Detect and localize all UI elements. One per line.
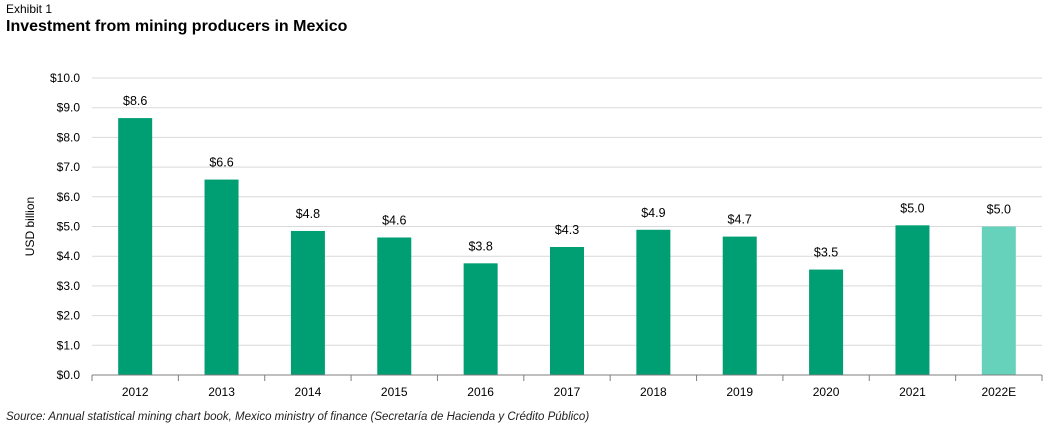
data-labels: $8.6 $6.6 $4.8 $4.6 $3.8 $4.3 $4.9 $4.7 $3.5 $5.0…	[123, 94, 1011, 259]
bar-2013	[204, 179, 239, 375]
y-tick-label: $7.0	[57, 160, 81, 174]
bar-2019	[722, 236, 757, 375]
x-tick-label-2019: 2019	[726, 385, 753, 399]
y-tick-label: $5.0	[57, 220, 81, 234]
data-label-2012: $8.6	[123, 94, 147, 108]
y-tick-label: $8.0	[57, 130, 81, 144]
x-tick-label-2022E: 2022E	[981, 385, 1016, 399]
x-axis-ticks: 2012 2013 2014 2015 2016 2017 2018 2019 2020 2021…	[122, 385, 1016, 399]
y-tick-label: $1.0	[57, 338, 81, 352]
chart-title: Investment from mining producers in Mexi…	[6, 18, 348, 35]
exhibit-label: Exhibit 1	[6, 2, 53, 16]
x-tick-label-2020: 2020	[813, 385, 840, 399]
y-tick-label: $0.0	[57, 368, 81, 382]
x-tick-label-2015: 2015	[381, 385, 408, 399]
bar-2016	[463, 263, 498, 375]
data-label-2019: $4.7	[728, 213, 752, 227]
bar-2014	[290, 230, 325, 375]
x-tick-label-2013: 2013	[208, 385, 235, 399]
bar-2018	[636, 229, 671, 375]
y-tick-label: $10.0	[50, 71, 80, 85]
data-label-2018: $4.9	[641, 206, 665, 220]
y-tick-label: $3.0	[57, 279, 81, 293]
y-tick-label: $6.0	[57, 190, 81, 204]
x-tick-label-2021: 2021	[899, 385, 926, 399]
y-tick-label: $2.0	[57, 309, 81, 323]
data-label-2017: $4.3	[555, 223, 579, 237]
bar-2015	[377, 237, 412, 375]
bars	[118, 118, 1016, 375]
source-note: Source: Annual statistical mining chart …	[6, 411, 590, 423]
bar-2020	[809, 269, 844, 375]
x-tick-label-2017: 2017	[554, 385, 581, 399]
x-axis	[91, 374, 1043, 381]
data-label-2020: $3.5	[814, 246, 838, 260]
y-tick-label: $9.0	[57, 101, 81, 115]
y-tick-label: $4.0	[57, 249, 81, 263]
data-label-2016: $3.8	[468, 239, 492, 253]
data-label-2021: $5.0	[900, 201, 924, 215]
x-tick-label-2016: 2016	[467, 385, 494, 399]
bar-2012	[118, 118, 153, 375]
data-label-2022E: $5.0	[987, 203, 1011, 217]
data-label-2013: $6.6	[209, 156, 233, 170]
bar-2017	[550, 246, 584, 375]
data-label-2014: $4.8	[296, 207, 320, 221]
data-label-2015: $4.6	[382, 213, 406, 227]
x-tick-label-2012: 2012	[122, 385, 149, 399]
x-tick-label-2018: 2018	[640, 385, 667, 399]
x-tick-label-2014: 2014	[295, 385, 322, 399]
bar-2022E	[981, 226, 1016, 375]
y-axis-label: USD billion	[23, 197, 37, 256]
gridlines	[92, 77, 1042, 346]
y-axis-ticks: $0.0 $1.0 $2.0 $3.0 $4.0 $5.0 $6.0 $7.0 $8.0 $9.0…	[50, 71, 80, 382]
bar-2021	[895, 225, 930, 375]
